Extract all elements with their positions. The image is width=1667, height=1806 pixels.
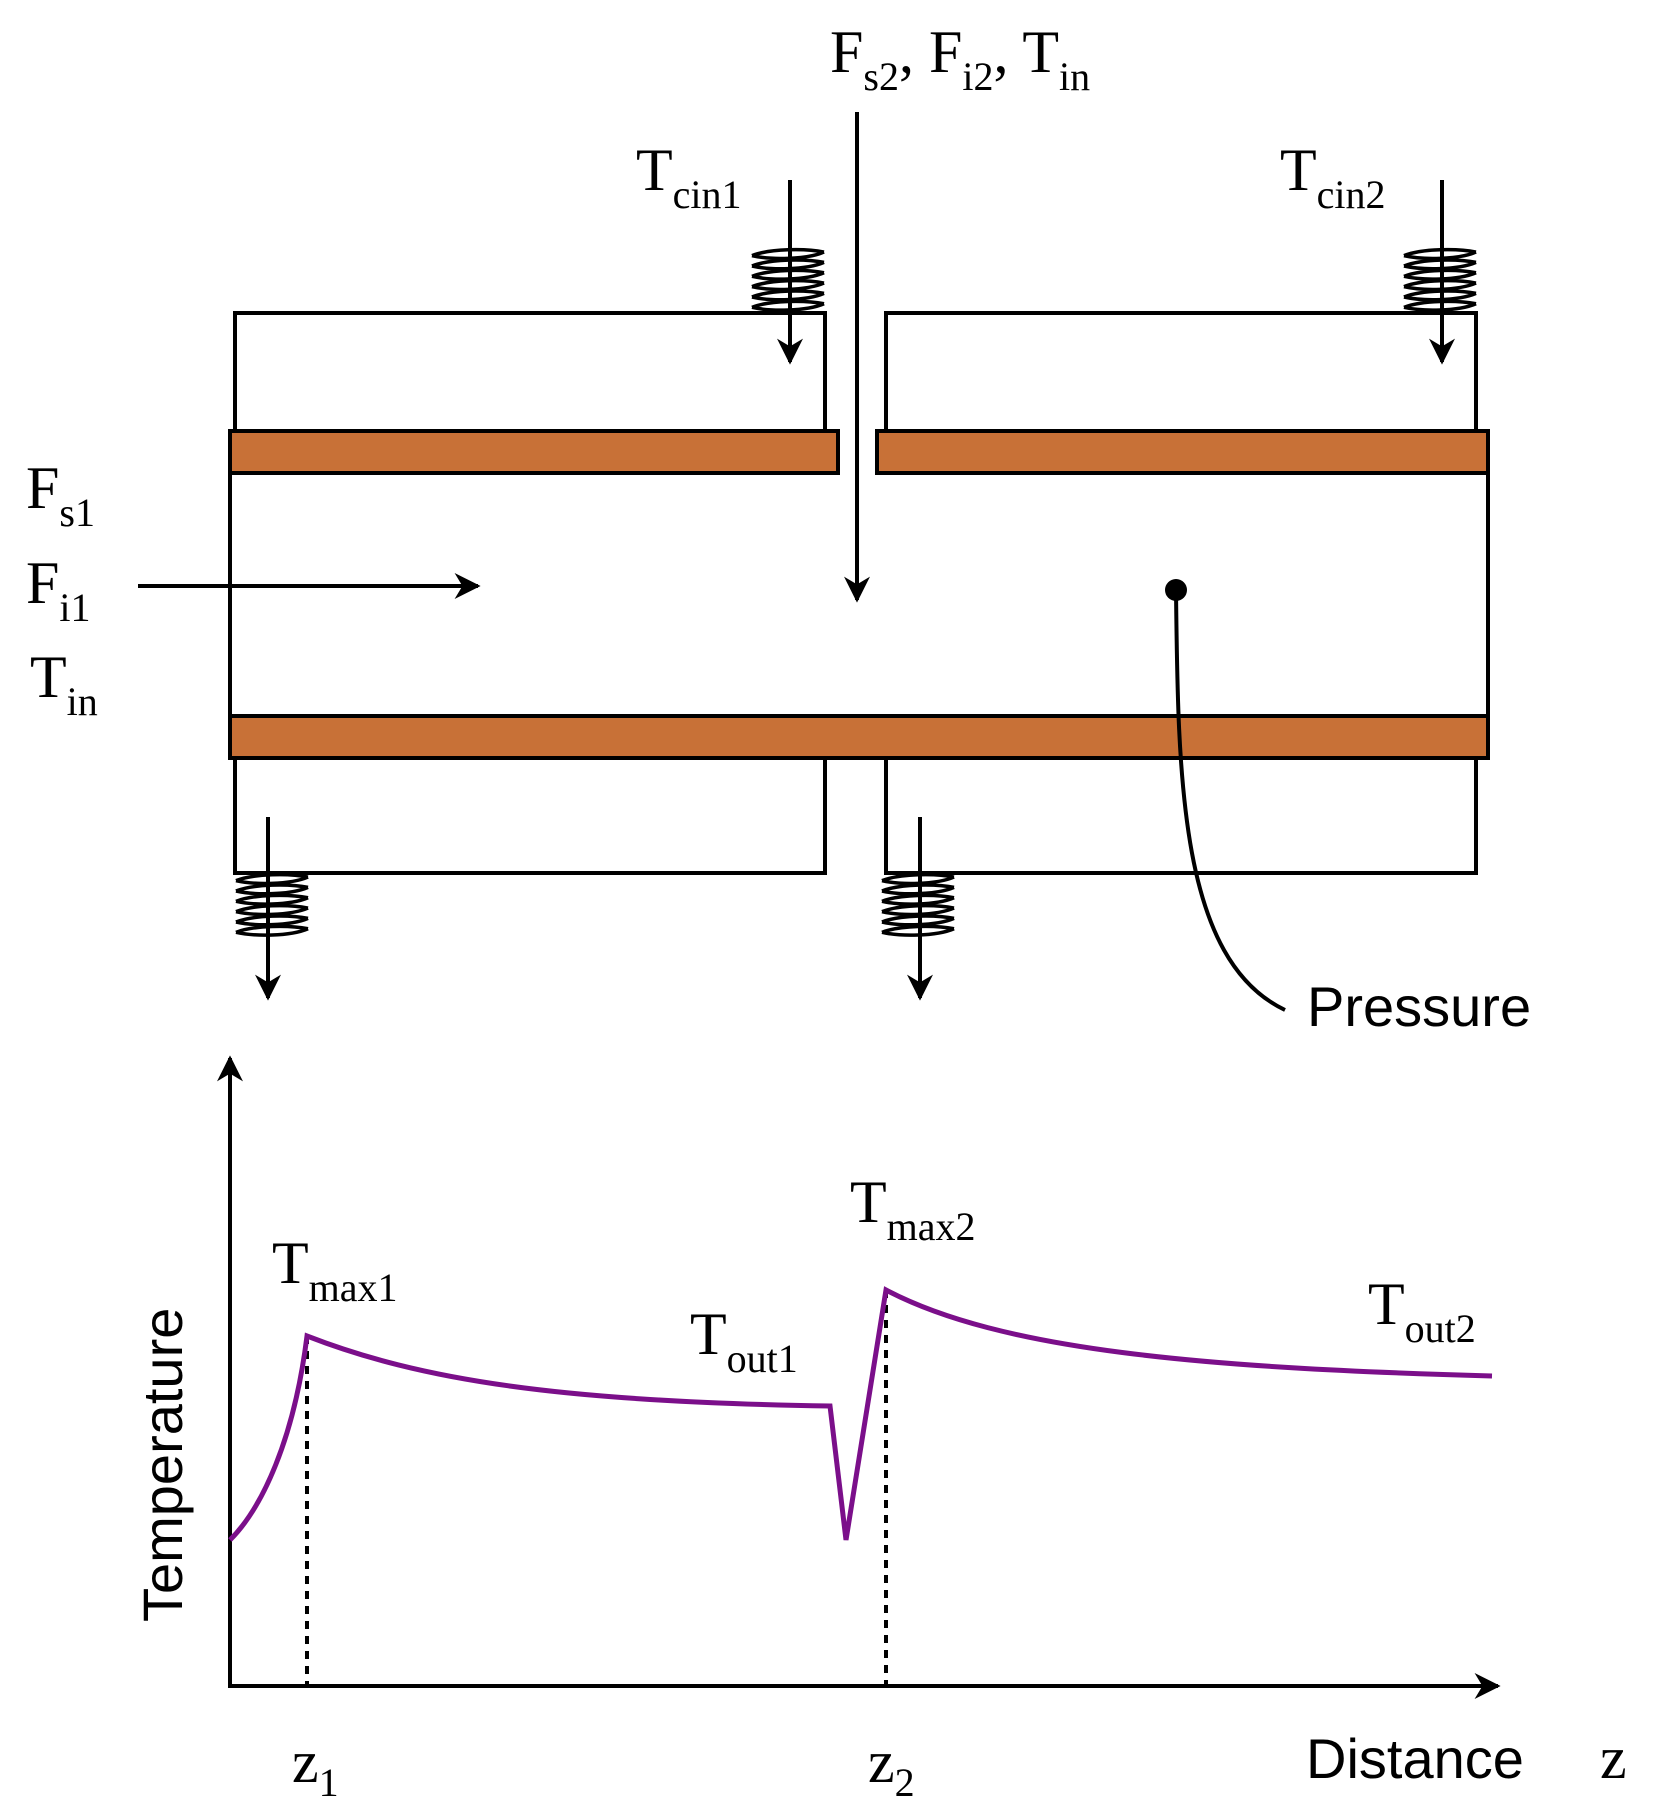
pressure-label: Pressure bbox=[1307, 975, 1531, 1038]
tmax2-label: Tmax2 bbox=[850, 1169, 976, 1249]
tmax1-label: Tmax1 bbox=[272, 1230, 398, 1310]
tcin2-label: Tcin2 bbox=[1280, 137, 1386, 217]
fs1-label: Fs1 bbox=[26, 455, 95, 535]
y-axis-label: Temperature bbox=[131, 1308, 194, 1622]
side-feed-label: Fs2, Fi2, Tin bbox=[830, 19, 1090, 99]
x-axis-label: Distance bbox=[1306, 1727, 1524, 1790]
tcin1-label: Tcin1 bbox=[636, 137, 742, 217]
temperature-profile-curve bbox=[228, 1286, 1493, 1542]
cooling-jacket-top-2 bbox=[884, 311, 1478, 433]
pressure-sensor-lead bbox=[1174, 589, 1286, 1012]
tin-label: Tin bbox=[30, 644, 98, 724]
tout1-label: Tout1 bbox=[690, 1301, 798, 1381]
z2-label: z2 bbox=[868, 1729, 915, 1805]
tout2-label: Tout2 bbox=[1368, 1271, 1476, 1351]
z1-label: z1 bbox=[292, 1729, 339, 1805]
x-variable-label: z bbox=[1600, 1725, 1627, 1791]
coil-icon bbox=[235, 872, 309, 937]
fi1-label: Fi1 bbox=[26, 550, 91, 630]
reactor-wall-bottom bbox=[228, 714, 1490, 760]
reactor-wall-top-1 bbox=[228, 429, 840, 475]
cooling-jacket-bottom-1 bbox=[233, 755, 827, 875]
cooling-jacket-top-1 bbox=[233, 311, 827, 433]
reactor-wall-top-2 bbox=[875, 429, 1490, 475]
